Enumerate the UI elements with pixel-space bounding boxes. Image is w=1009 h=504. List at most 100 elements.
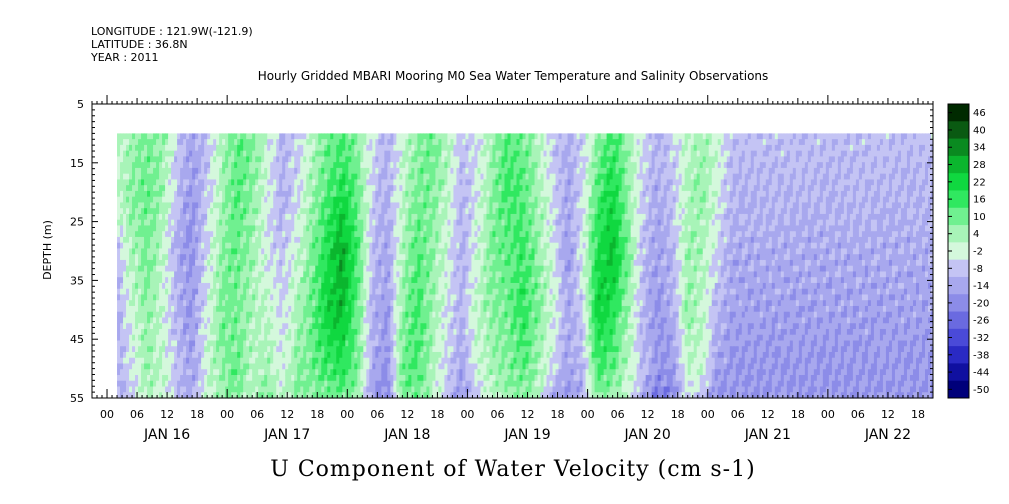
heatmap-cell (129, 213, 133, 221)
heatmap-cell (327, 288, 331, 296)
heatmap-cell (441, 259, 446, 267)
heatmap-cell (396, 334, 400, 342)
heatmap-cell (390, 196, 394, 204)
heatmap-cell (117, 133, 121, 140)
heatmap-cell (117, 317, 121, 324)
heatmap-cell (225, 167, 229, 175)
heatmap-cell (417, 340, 421, 347)
heatmap-cell (441, 265, 446, 273)
heatmap-cell (267, 179, 271, 186)
heatmap-cell (291, 242, 295, 250)
heatmap-cell (381, 380, 385, 388)
heatmap-cell (168, 346, 172, 353)
heatmap-cell (192, 202, 196, 209)
heatmap-cell (279, 351, 283, 359)
heatmap-cell (357, 179, 361, 186)
heatmap-cell (321, 386, 325, 393)
heatmap-cell (147, 208, 151, 215)
heatmap-cell (177, 144, 181, 152)
heatmap-cell (240, 294, 244, 301)
heatmap-cell (285, 144, 289, 152)
heatmap-cell (162, 254, 166, 261)
heatmap-cell (240, 213, 244, 221)
heatmap-cell (234, 340, 238, 347)
heatmap-cell (126, 162, 130, 169)
heatmap-cell (339, 133, 343, 140)
heatmap-cell (384, 288, 388, 296)
heatmap-cell (426, 236, 430, 244)
heatmap-cell (234, 305, 238, 313)
heatmap-cell (261, 288, 265, 296)
heatmap-cell (432, 167, 436, 175)
heatmap-cell (336, 277, 340, 284)
heatmap-cell (138, 323, 142, 330)
heatmap-cell (354, 311, 358, 319)
heatmap-cell (432, 346, 436, 353)
heatmap-cell (123, 340, 127, 347)
heatmap-cell (285, 219, 289, 227)
heatmap-cell (372, 167, 376, 175)
heatmap-cell (219, 380, 223, 388)
heatmap-cell (402, 190, 406, 198)
heatmap-cell (408, 248, 412, 255)
heatmap-cell (273, 213, 277, 221)
heatmap-cell (150, 242, 154, 250)
heatmap-cell (357, 317, 361, 324)
heatmap-cell (171, 196, 175, 204)
heatmap-cell (243, 317, 247, 324)
heatmap-cell (339, 369, 343, 376)
heatmap-cell (168, 311, 172, 319)
heatmap-cell (273, 288, 277, 296)
heatmap-cell (162, 271, 166, 278)
heatmap-cell (303, 265, 307, 273)
heatmap-cell (357, 265, 361, 273)
heatmap-cell (399, 340, 403, 347)
heatmap-cell (162, 242, 166, 250)
heatmap-cell (144, 225, 148, 232)
heatmap-cell (303, 185, 307, 192)
heatmap-cell (426, 265, 430, 273)
heatmap-cell (405, 282, 409, 290)
heatmap-cell (204, 294, 208, 301)
heatmap-cell (351, 202, 355, 209)
heatmap-cell (156, 334, 160, 342)
heatmap-cell (201, 357, 205, 365)
heatmap-cell (366, 340, 370, 347)
heatmap-cell (195, 133, 199, 140)
heatmap-cell (363, 392, 367, 399)
heatmap-cell (120, 196, 124, 204)
heatmap-cell (207, 196, 211, 204)
heatmap-cell (240, 386, 244, 393)
heatmap-cell (363, 351, 367, 359)
heatmap-cell (303, 139, 307, 146)
heatmap-cell (201, 323, 205, 330)
heatmap-cell (165, 386, 169, 393)
heatmap-cell (177, 219, 181, 227)
heatmap-cell (360, 317, 364, 324)
heatmap-cell (282, 265, 286, 273)
heatmap-cell (333, 185, 337, 192)
heatmap-cell (327, 386, 331, 393)
heatmap-cell (117, 236, 121, 244)
heatmap-cell (321, 133, 325, 140)
heatmap-cell (153, 282, 157, 290)
heatmap-cell (117, 351, 121, 359)
heatmap-cell (135, 351, 139, 359)
heatmap-cell (351, 323, 355, 330)
heatmap-cell (276, 242, 280, 250)
heatmap-cell (141, 144, 145, 152)
heatmap-cell (237, 282, 241, 290)
heatmap-cell (285, 208, 289, 215)
heatmap-cell (123, 133, 127, 140)
heatmap-cell (198, 363, 202, 370)
heatmap-cell (252, 144, 256, 152)
heatmap-cell (432, 150, 436, 158)
heatmap-cell (330, 162, 334, 169)
heatmap-cell (441, 167, 446, 175)
heatmap-cell (237, 196, 241, 204)
heatmap-cell (159, 271, 163, 278)
heatmap-cell (282, 374, 286, 382)
heatmap-cell (327, 225, 331, 232)
heatmap-cell (396, 150, 400, 158)
heatmap-cell (138, 213, 142, 221)
